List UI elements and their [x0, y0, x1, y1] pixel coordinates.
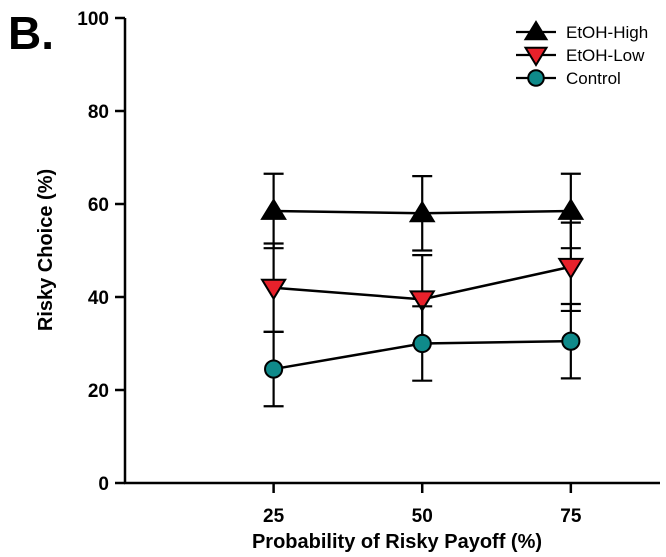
- legend: EtOH-High EtOH-Low Control: [516, 20, 648, 88]
- x-axis-title: Probability of Risky Payoff (%): [252, 531, 542, 553]
- data-point: [264, 359, 284, 379]
- data-point: [260, 198, 287, 220]
- series-layer: [260, 172, 585, 408]
- legend-item: EtOH-Low: [516, 46, 645, 67]
- data-point: [557, 198, 585, 220]
- y-tick-label: 40: [88, 288, 109, 309]
- legend-marker: [523, 20, 549, 41]
- series-control: [263, 302, 581, 408]
- data-point: [260, 278, 287, 301]
- y-tick-label: 80: [88, 102, 109, 123]
- legend-label: EtOH-High: [566, 23, 648, 42]
- legend-marker: [523, 46, 549, 67]
- panel-label: B.: [8, 7, 54, 59]
- y-tick-label: 20: [88, 381, 109, 402]
- legend-label: EtOH-Low: [566, 46, 645, 65]
- x-tick-label: 75: [560, 506, 582, 527]
- series-etoh-low: [260, 221, 585, 345]
- axes: 0 20 40 60 80 100 25 50 75: [77, 9, 660, 527]
- x-tick-label: 50: [412, 506, 433, 527]
- data-point: [412, 333, 432, 354]
- legend-marker: [527, 69, 545, 87]
- legend-label: Control: [566, 69, 621, 88]
- x-tick-label: 25: [263, 506, 285, 527]
- y-tick-label: 60: [88, 195, 109, 216]
- data-point: [408, 290, 436, 313]
- series-etoh-high: [260, 172, 585, 252]
- data-point: [557, 257, 585, 280]
- legend-item: EtOH-High: [516, 20, 648, 42]
- legend-item: Control: [516, 69, 621, 88]
- data-point: [408, 200, 436, 223]
- y-tick-label: 100: [77, 9, 109, 30]
- y-tick-label: 0: [98, 474, 109, 495]
- data-point: [561, 331, 581, 351]
- y-axis-title: Risky Choice (%): [35, 169, 57, 331]
